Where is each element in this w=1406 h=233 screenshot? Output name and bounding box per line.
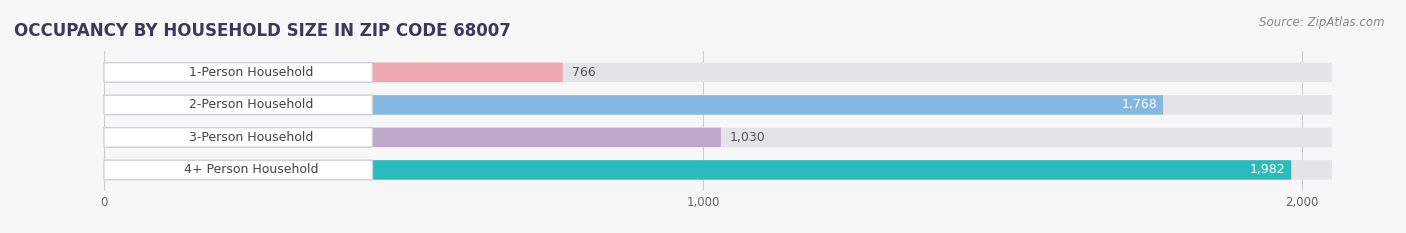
Text: 1,030: 1,030	[730, 131, 766, 144]
FancyBboxPatch shape	[104, 160, 1331, 180]
FancyBboxPatch shape	[104, 128, 373, 147]
Text: 3-Person Household: 3-Person Household	[190, 131, 314, 144]
FancyBboxPatch shape	[104, 95, 1331, 115]
Text: 1,982: 1,982	[1250, 163, 1285, 176]
FancyBboxPatch shape	[104, 63, 1331, 82]
Text: Source: ZipAtlas.com: Source: ZipAtlas.com	[1260, 16, 1385, 29]
Text: 4+ Person Household: 4+ Person Household	[184, 163, 319, 176]
Text: 2-Person Household: 2-Person Household	[190, 98, 314, 111]
Text: 1-Person Household: 1-Person Household	[190, 66, 314, 79]
FancyBboxPatch shape	[104, 95, 1163, 115]
FancyBboxPatch shape	[104, 160, 373, 180]
FancyBboxPatch shape	[104, 128, 1331, 147]
FancyBboxPatch shape	[104, 63, 373, 82]
Text: OCCUPANCY BY HOUSEHOLD SIZE IN ZIP CODE 68007: OCCUPANCY BY HOUSEHOLD SIZE IN ZIP CODE …	[14, 22, 510, 40]
Text: 766: 766	[572, 66, 596, 79]
FancyBboxPatch shape	[104, 160, 1291, 180]
FancyBboxPatch shape	[104, 95, 373, 115]
FancyBboxPatch shape	[104, 63, 562, 82]
Text: 1,768: 1,768	[1122, 98, 1157, 111]
FancyBboxPatch shape	[104, 128, 721, 147]
